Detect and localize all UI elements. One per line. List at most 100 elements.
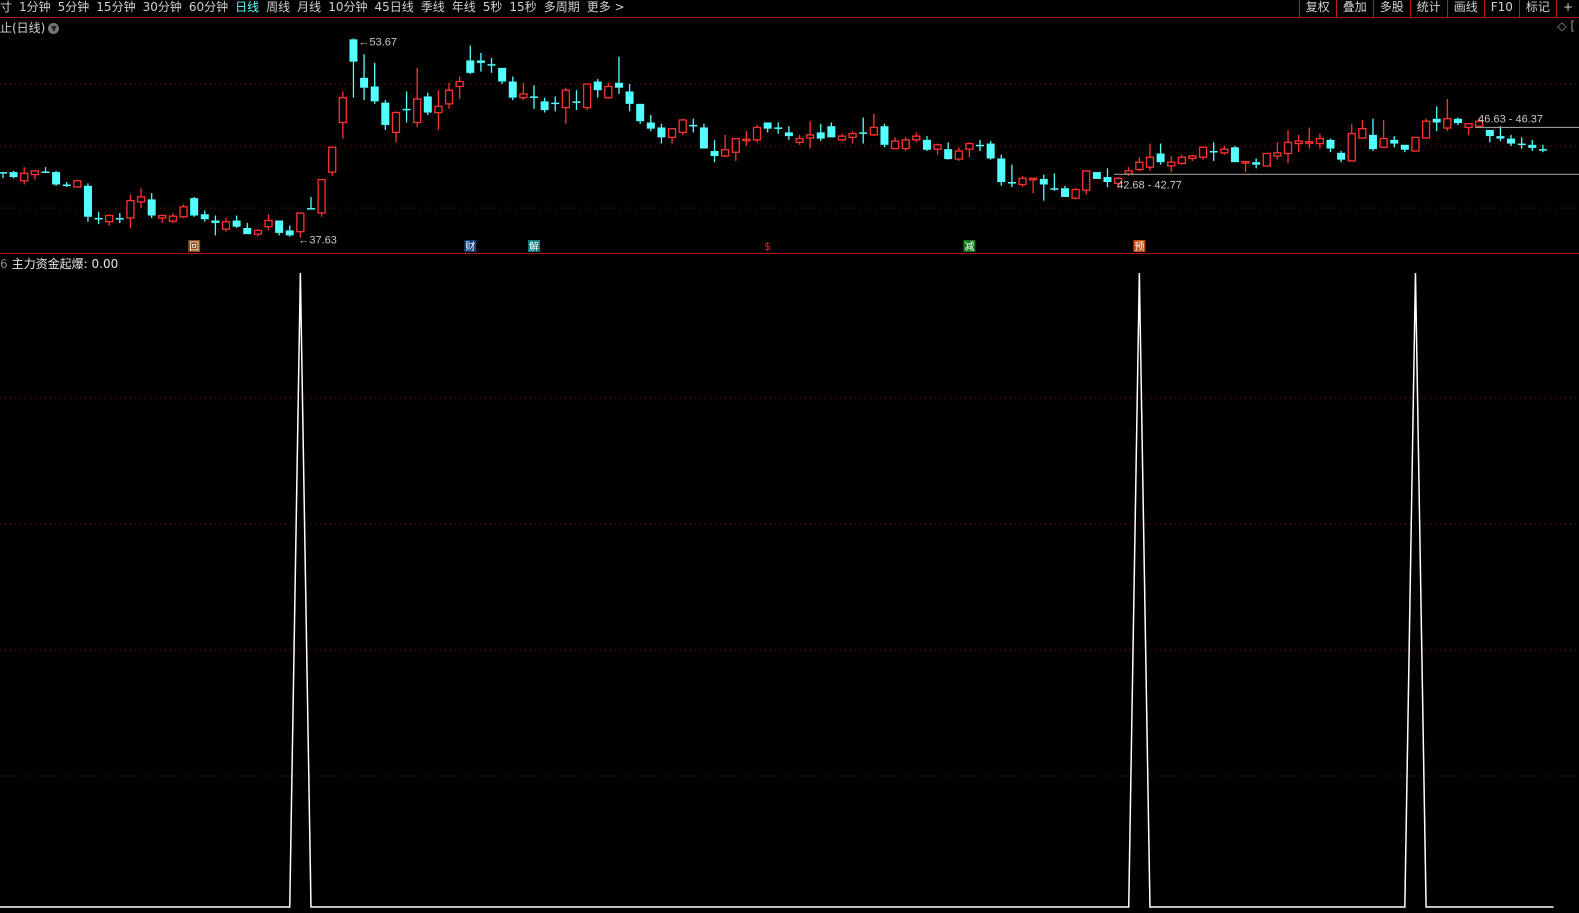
diamond-icon[interactable]: ◇	[1557, 19, 1567, 33]
tool-button[interactable]: +	[1555, 0, 1579, 17]
candle-body-down	[1061, 188, 1069, 197]
candle-body-down	[62, 184, 71, 187]
candle-body-up	[742, 138, 751, 142]
tool-button[interactable]: 多股	[1372, 0, 1410, 17]
tool-button[interactable]: 画线	[1446, 0, 1484, 17]
range-label: 42.68 - 42.77	[1117, 179, 1182, 191]
panel-title[interactable]: 止(日线) ▼	[0, 19, 60, 36]
period-tab[interactable]: 日线	[235, 0, 260, 14]
candle-body-down	[699, 127, 708, 149]
candle-body-down	[211, 220, 220, 223]
candle-body-down	[1103, 177, 1112, 183]
candle-body-down	[381, 102, 390, 125]
candle-body-down	[52, 172, 61, 185]
candle-body-down	[498, 67, 507, 82]
candle-body-up	[1475, 120, 1484, 127]
candle-body-up	[1421, 120, 1431, 139]
candle-body-up	[1028, 177, 1038, 181]
period-tab[interactable]: 更多 >	[586, 0, 625, 14]
candle-body-down	[540, 101, 549, 111]
period-tab[interactable]: 周线	[266, 0, 291, 14]
candle-body-up	[221, 221, 231, 230]
candle-body-down	[1326, 139, 1335, 149]
candle-body-up	[1273, 152, 1282, 157]
candle-body-down	[774, 127, 783, 129]
candle-body-down	[1496, 136, 1505, 139]
tool-buttons: 复权 叠加 多股 统计 画线 F10 标记 +	[1298, 0, 1579, 17]
period-tab[interactable]: 年线	[451, 0, 476, 14]
candle-body-up	[721, 149, 730, 157]
candle-body-down	[83, 185, 92, 217]
candle-body-up	[678, 119, 687, 134]
candle-body-down	[997, 158, 1006, 183]
candle-body-up	[105, 214, 114, 223]
indicator-value: 主力资金起爆: 0.00	[11, 257, 119, 271]
period-tab[interactable]: 5分钟	[57, 0, 90, 14]
period-tab[interactable]: 寸	[0, 0, 13, 14]
candle-body-down	[710, 151, 719, 156]
candle-body-down	[593, 81, 602, 91]
candle-body-down	[816, 132, 825, 139]
candle-body-down	[1007, 182, 1016, 184]
candle-body-down	[94, 218, 103, 220]
candle-body-up	[805, 134, 815, 139]
candle-body-down	[476, 60, 485, 63]
period-tab[interactable]: 60分钟	[188, 0, 229, 14]
candle-body-down	[657, 127, 666, 138]
candle-body-down	[1485, 129, 1494, 137]
period-tab[interactable]: 10分钟	[328, 0, 368, 14]
tool-button[interactable]: 统计	[1409, 0, 1447, 17]
tool-button[interactable]: F10	[1483, 0, 1519, 17]
candle-body-down	[349, 39, 358, 62]
candle-body-up	[20, 172, 29, 182]
candle-body-up	[328, 146, 337, 173]
chevron-down-icon[interactable]: ▼	[48, 23, 60, 34]
event-marker: 财	[465, 240, 475, 253]
candle-body-up	[1113, 177, 1123, 184]
candle-body-down	[200, 214, 209, 220]
candle-body-down	[423, 96, 432, 113]
candle-body-down	[625, 91, 634, 104]
tool-button[interactable]: 复权	[1298, 0, 1336, 17]
event-marker-bg	[188, 240, 201, 252]
bracket-icon[interactable]: [	[1570, 19, 1575, 33]
candle-body-down	[1368, 134, 1377, 150]
candle-body-up	[795, 137, 804, 143]
panel-title-text: 止(日线)	[0, 21, 46, 35]
candle-body-up	[1262, 152, 1271, 167]
tool-button[interactable]: 叠加	[1335, 0, 1373, 17]
candle-body-down	[115, 218, 124, 220]
candle-body-up	[136, 196, 146, 203]
candle-body-up	[1294, 140, 1303, 145]
candle-body-down	[147, 199, 156, 216]
tool-button[interactable]: 标记	[1518, 0, 1556, 17]
candle-body-down	[1252, 162, 1261, 165]
period-tab[interactable]: 1分钟	[19, 0, 51, 14]
period-tab[interactable]: 30分钟	[142, 0, 182, 14]
event-marker: 减	[964, 241, 974, 253]
period-toolbar: 寸 1分钟 5分钟 15分钟 30分钟 60分钟 日线 周线 月线 10分钟 45日线 季线 年线 5秒 1…	[0, 0, 1579, 18]
candle-body-up	[1198, 146, 1208, 158]
period-tab[interactable]: 15分钟	[96, 0, 136, 14]
candle-body-down	[530, 96, 538, 98]
candle-body-down	[9, 172, 18, 178]
period-tab[interactable]: 45日线	[374, 0, 414, 14]
candle-body-up	[1315, 137, 1325, 145]
candle-body-down	[1400, 144, 1409, 150]
candle-body-up	[752, 126, 762, 141]
candle-body-up	[1379, 137, 1388, 148]
period-tab[interactable]: 15秒	[509, 0, 537, 14]
candle-body-up	[890, 140, 900, 150]
candle-body-down	[0, 172, 7, 174]
period-tab[interactable]: 月线	[297, 0, 322, 14]
event-marker-bg	[528, 240, 540, 252]
period-tab[interactable]: 5秒	[482, 0, 503, 14]
period-tab[interactable]: 季线	[420, 0, 445, 14]
event-marker-bg	[1133, 240, 1146, 252]
candle-body-down	[986, 143, 995, 159]
event-marker: $	[764, 240, 771, 253]
candle-body-down	[1050, 188, 1059, 190]
candle-body-up	[444, 89, 454, 105]
period-tab[interactable]: 多周期	[543, 0, 580, 14]
